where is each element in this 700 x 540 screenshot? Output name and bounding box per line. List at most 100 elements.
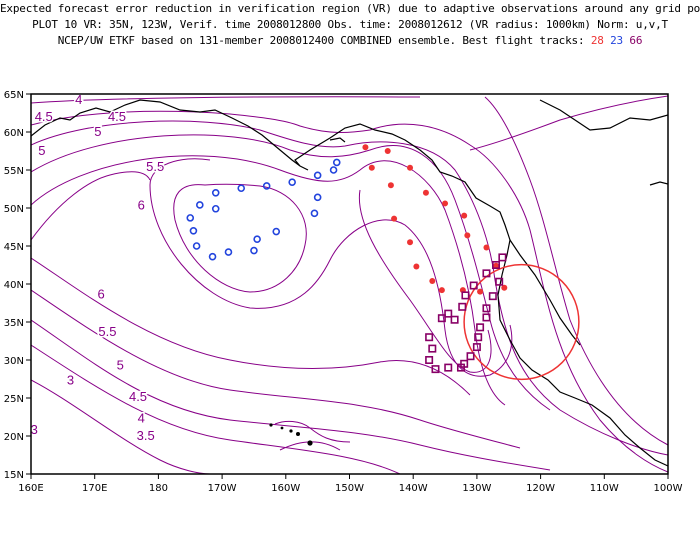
track-id-blue: 23: [610, 34, 623, 47]
track-23-marker: [189, 227, 198, 235]
track-28-marker: [429, 277, 436, 284]
track-23-marker: [237, 184, 246, 193]
track-id-purple: 66: [629, 34, 643, 47]
track-23-marker: [211, 204, 220, 213]
y-tick-label: 15N: [4, 470, 24, 481]
y-tick-label: 55N: [4, 166, 24, 177]
track-28-marker: [493, 262, 500, 269]
track-66-marker: [428, 344, 437, 353]
y-tick-label: 20N: [4, 432, 24, 443]
track-28-marker: [442, 200, 449, 207]
x-tick-label: 110W: [590, 483, 619, 494]
track-66-marker: [469, 281, 478, 290]
track-23-marker: [192, 242, 201, 250]
y-tick-label: 35N: [4, 318, 24, 329]
track-23: [186, 158, 341, 261]
track-66-marker: [461, 291, 470, 300]
track-66-marker: [472, 343, 481, 352]
contour-label: 4.5: [35, 109, 53, 124]
track-23-marker: [211, 189, 220, 197]
contour-label: 5.5: [98, 324, 116, 339]
track-66-marker: [450, 315, 459, 324]
y-tick-label: 65N: [4, 90, 24, 101]
ensemble-description: NCEP/UW ETKF based on 131-member 2008012…: [57, 34, 585, 47]
plot-title-line-3: NCEP/UW ETKF based on 131-member 2008012…: [0, 34, 700, 47]
track-id-red: 28: [590, 34, 604, 47]
track-28-marker: [422, 189, 429, 196]
track-28-marker: [362, 144, 369, 151]
track-66-marker: [482, 269, 491, 278]
track-66-marker: [492, 260, 501, 269]
track-23-marker: [224, 248, 233, 256]
verification-circle: [463, 263, 580, 381]
track-23-marker: [272, 227, 281, 236]
track-66-marker: [425, 355, 434, 364]
flight-tracks: [186, 144, 508, 374]
contour-label: 5: [38, 143, 45, 158]
map-axes: 160E 170E 180 170W 160W 150W 140W 130W 120W 110W 1…: [4, 90, 683, 494]
contour-label: 6: [97, 287, 104, 302]
verification-region: [463, 263, 580, 381]
contour-label: 4.5: [129, 389, 147, 404]
track-28-marker: [464, 232, 471, 239]
x-tick-label: 130W: [462, 483, 491, 494]
track-66-marker: [476, 323, 485, 332]
track-23-marker: [186, 214, 195, 222]
track-23-marker: [208, 252, 217, 261]
contour-label: 5.5: [146, 159, 164, 174]
y-tick-label: 25N: [4, 394, 24, 405]
track-66-marker: [488, 292, 497, 301]
track-66-marker: [458, 302, 467, 311]
contour-label: 3: [67, 373, 74, 388]
track-28-marker: [368, 164, 375, 171]
x-tick-label: 100W: [654, 483, 683, 494]
plot-title-line-2: PLOT 10 VR: 35N, 123W, Verif. time 20080…: [32, 18, 668, 31]
track-66-marker: [444, 309, 453, 318]
track-23-marker: [310, 209, 319, 218]
track-28-marker: [501, 284, 508, 291]
y-tick-label: 30N: [4, 356, 24, 367]
track-28-marker: [461, 212, 468, 219]
x-tick-label: 160W: [271, 483, 300, 494]
contour-label: 5: [117, 357, 124, 372]
track-66-marker: [466, 352, 475, 361]
x-tick-label: 120W: [526, 483, 555, 494]
track-66-marker: [431, 365, 440, 374]
track-28-marker: [477, 288, 484, 295]
track-23-marker: [313, 171, 322, 180]
track-66-marker: [498, 253, 507, 262]
track-28-marker: [391, 215, 398, 222]
hawaii-islands: [269, 423, 313, 446]
contour-label: 3: [31, 422, 38, 437]
contour-label: 4: [75, 92, 82, 107]
track-23-marker: [329, 166, 338, 174]
track-23-marker: [196, 201, 204, 209]
track-66-marker: [437, 314, 446, 323]
track-28-marker: [387, 182, 394, 189]
contour-label: 6: [138, 198, 145, 213]
track-23-marker: [288, 178, 296, 186]
plot-title-line-1: Expected forecast error reduction in ver…: [0, 2, 700, 15]
track-28-marker: [413, 263, 420, 270]
contour-label: 4.5: [108, 109, 126, 124]
track-23-marker: [262, 182, 271, 190]
y-tick-label: 60N: [4, 128, 24, 139]
x-tick-label: 150W: [335, 483, 364, 494]
track-66: [425, 253, 507, 374]
contour-lines: [31, 95, 668, 474]
y-tick-label: 40N: [4, 280, 24, 291]
coastline: [31, 99, 668, 467]
x-tick-label: 160E: [18, 483, 43, 494]
contour-label: 5: [94, 124, 101, 139]
x-tick-label: 170E: [82, 483, 107, 494]
x-tick-label: 170W: [208, 483, 237, 494]
track-23-marker: [250, 246, 258, 255]
track-66-marker: [482, 313, 491, 322]
track-28-marker: [483, 244, 490, 251]
track-66-marker: [456, 363, 465, 372]
track-28: [362, 144, 508, 295]
track-66-marker: [495, 277, 504, 286]
y-tick-label: 45N: [4, 242, 24, 253]
track-23-marker: [332, 158, 341, 167]
